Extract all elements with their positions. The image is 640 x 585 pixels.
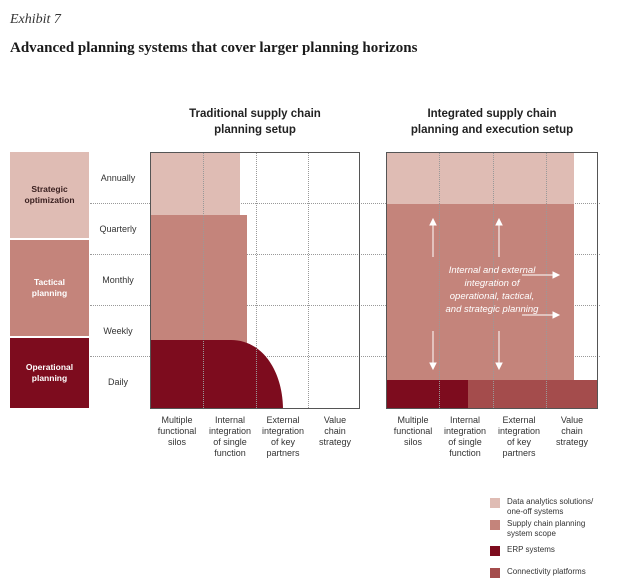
integration-description-line4: and strategic planning <box>445 304 539 315</box>
integrated-col-divider-2 <box>493 153 494 408</box>
traditional-col-label-1-line2: functional <box>157 426 197 436</box>
traditional-col-label-2-line2: integration <box>208 426 252 436</box>
traditional-col-label-4-line3: strategy <box>318 437 351 447</box>
integration-description-line2: integration of <box>464 278 520 289</box>
integrated-col-label-3-line2: integration <box>497 426 541 436</box>
integrated-col-label-3: External integration of key partners <box>492 415 546 459</box>
row-divider-1 <box>90 203 600 204</box>
band-operational: Operational planning <box>10 338 89 408</box>
traditional-col-label-2-line1: Internal <box>214 415 246 425</box>
traditional-col-label-3-line4: partners <box>266 448 300 458</box>
integrated-col-label-1-line3: silos <box>403 437 422 447</box>
traditional-col-label-4-line1: Value <box>323 415 347 425</box>
integrated-col-label-4-line1: Value <box>560 415 584 425</box>
legend-label-data-analytics-line1: Data analytics solutions/ <box>507 497 594 506</box>
band-operational-line2: planning <box>31 373 68 383</box>
integrated-grid <box>386 152 598 409</box>
legend-label-erp: ERP systems <box>507 545 555 554</box>
band-strategic-line1: Strategic <box>31 184 68 194</box>
legend-label-connectivity: Connectivity platforms <box>507 567 586 576</box>
integrated-connectivity-area <box>468 380 597 408</box>
legend-connectivity: Connectivity platforms <box>490 567 586 578</box>
traditional-grid <box>150 152 360 409</box>
integration-description-line1: Internal and external <box>448 265 536 276</box>
freq-daily: Daily <box>107 377 128 387</box>
freq-annually: Annually <box>100 173 136 183</box>
freq-weekly: Weekly <box>103 326 133 336</box>
traditional-col-label-4-line2: chain <box>324 426 346 436</box>
legend-label-scp-line2: system scope <box>507 529 556 538</box>
legend-swatch-erp <box>490 546 500 556</box>
band-strategic: Strategic optimization <box>10 152 89 238</box>
left-panel-title: Traditional supply chain planning setup <box>150 106 360 138</box>
legend-label-scp-line1: Supply chain planning <box>507 519 586 528</box>
right-panel-title-line2: planning and execution setup <box>410 124 574 136</box>
band-tactical-line2: planning <box>31 288 68 298</box>
integrated-col-label-4-line3: strategy <box>555 437 588 447</box>
legend-swatch-connectivity <box>490 568 500 578</box>
traditional-col-label-4: Value chain strategy <box>308 415 362 448</box>
left-panel-title-line2: planning setup <box>214 124 296 136</box>
traditional-col-label-2-line4: function <box>214 448 246 458</box>
integrated-col-label-1: Multiple functional silos <box>386 415 440 448</box>
legend-erp: ERP systems <box>490 545 555 556</box>
right-panel-title: Integrated supply chain planning and exe… <box>386 106 598 138</box>
legend-label-data-analytics-line2: one-off systems <box>507 507 564 516</box>
integrated-scp-area <box>387 204 574 380</box>
row-divider-4 <box>90 356 600 357</box>
traditional-col-label-3: External integration of key partners <box>256 415 310 459</box>
legend-swatch-scp <box>490 520 500 530</box>
traditional-col-divider-2 <box>256 153 257 408</box>
traditional-col-label-2-line3: of single <box>213 437 247 447</box>
integrated-col-divider-3 <box>546 153 547 408</box>
integrated-data-analytics-area <box>387 153 574 204</box>
band-tactical: Tactical planning <box>10 240 89 336</box>
legend-label-scp: Supply chain planning system scope <box>507 519 585 539</box>
traditional-erp-area <box>151 340 283 408</box>
traditional-col-label-3-line3: of key <box>270 437 295 447</box>
legend-scp: Supply chain planning system scope <box>490 519 585 539</box>
traditional-col-label-1-line3: silos <box>167 437 186 447</box>
headline: Advanced planning systems that cover lar… <box>10 40 418 56</box>
integrated-col-label-2: Internal integration of single function <box>438 415 492 459</box>
integrated-col-label-1-line1: Multiple <box>397 415 429 425</box>
freq-quarterly: Quarterly <box>99 224 137 234</box>
integrated-erp-area <box>387 380 468 408</box>
traditional-data-analytics-area <box>151 153 240 215</box>
row-divider-2 <box>90 254 600 255</box>
band-strategic-line2: optimization <box>24 195 75 205</box>
traditional-col-label-1: Multiple functional silos <box>150 415 204 448</box>
right-panel-title-line1: Integrated supply chain <box>427 108 557 120</box>
integrated-col-label-3-line1: External <box>502 415 536 425</box>
integrated-col-label-2-line3: of single <box>448 437 482 447</box>
traditional-col-label-1-line1: Multiple <box>161 415 193 425</box>
integrated-col-divider-1 <box>439 153 440 408</box>
integrated-col-label-2-line4: function <box>449 448 481 458</box>
integrated-col-label-3-line4: partners <box>502 448 536 458</box>
integrated-col-label-2-line2: integration <box>443 426 487 436</box>
integration-description: Internal and external integration of ope… <box>408 264 576 316</box>
exhibit-label: Exhibit 7 <box>10 12 61 27</box>
integrated-col-label-4-line2: chain <box>561 426 583 436</box>
legend-data-analytics: Data analytics solutions/one-off systems <box>490 497 593 517</box>
left-panel-title-line1: Traditional supply chain <box>189 108 321 120</box>
traditional-col-divider-1 <box>203 153 204 408</box>
band-tactical-line1: Tactical <box>33 277 65 287</box>
integrated-col-label-3-line3: of key <box>506 437 531 447</box>
integrated-col-label-1-line2: functional <box>393 426 433 436</box>
legend-swatch-data-analytics <box>490 498 500 508</box>
freq-monthly: Monthly <box>102 275 134 285</box>
traditional-col-divider-3 <box>308 153 309 408</box>
traditional-col-label-3-line1: External <box>266 415 300 425</box>
integrated-col-label-4: Value chain strategy <box>545 415 599 448</box>
integration-description-line3: operational, tactical, <box>449 291 535 302</box>
traditional-col-label-2: Internal integration of single function <box>203 415 257 459</box>
row-divider-3 <box>90 305 600 306</box>
integrated-col-label-2-line1: Internal <box>449 415 481 425</box>
traditional-col-label-3-line2: integration <box>261 426 305 436</box>
integration-arrows <box>429 217 561 371</box>
legend-label-data-analytics: Data analytics solutions/one-off systems <box>507 497 593 517</box>
band-operational-line1: Operational <box>25 362 74 372</box>
